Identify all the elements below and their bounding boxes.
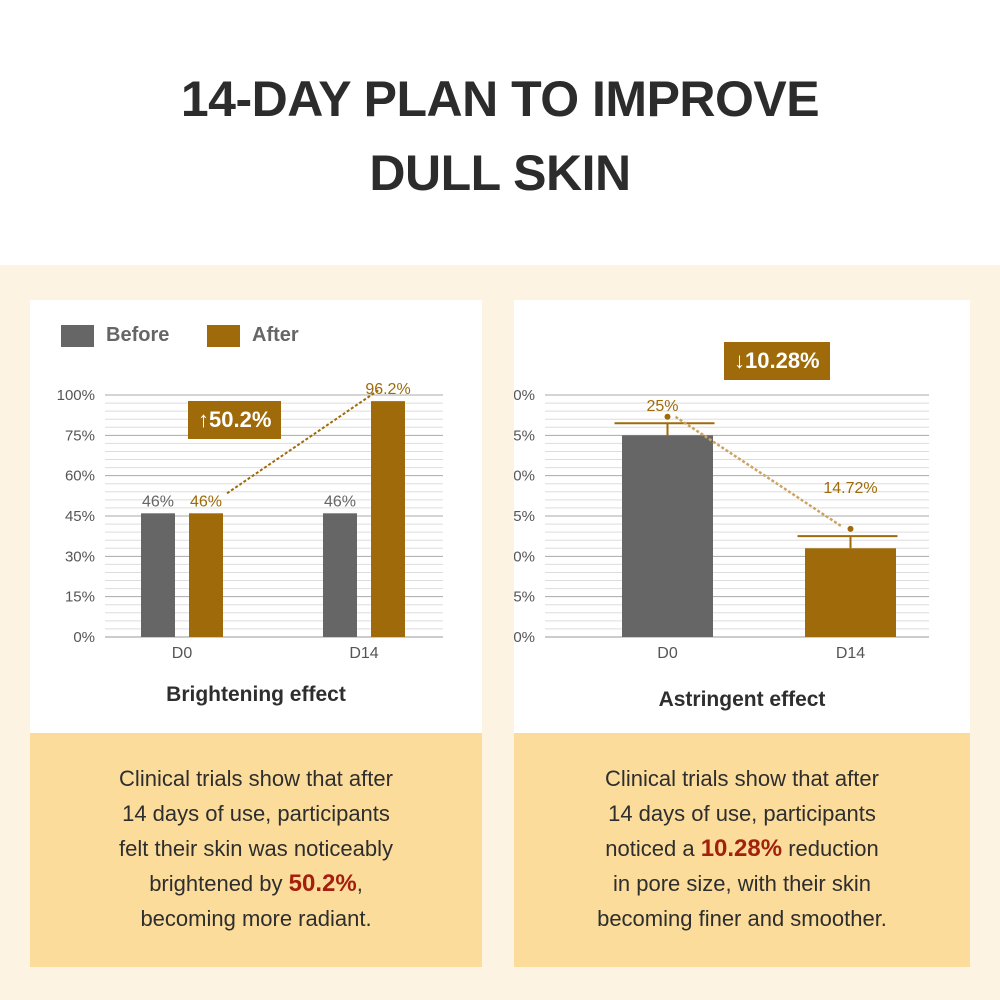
brightening-card: Before After 100% 75% 60% 45% 30% 15% 0% 46% 46%… (30, 300, 482, 967)
legend-before: Before (61, 324, 169, 347)
bar-before-d0 (141, 513, 175, 637)
legend-after: After (207, 324, 299, 347)
page-title: 14-DAY PLAN TO IMPROVE DULL SKIN (0, 62, 1000, 210)
trend-line (674, 415, 844, 528)
data-label: 14.72% (823, 480, 877, 497)
data-label: 96.2% (365, 381, 410, 398)
legend-swatch-before (61, 324, 94, 347)
bar-after-d0 (189, 513, 223, 637)
y-tick-label: 10% (514, 548, 535, 565)
legend-label: Before (106, 324, 170, 346)
title-line-1: 14-DAY PLAN TO IMPROVE (180, 71, 820, 127)
y-tick-label: 0% (73, 629, 95, 646)
brightening-chart: 100% 75% 60% 45% 30% 15% 0% 46% 46% 46% 96.2% D0 D14 (57, 381, 443, 662)
y-tick-label: 20% (514, 468, 535, 485)
desc-text: noticed a (605, 836, 701, 861)
legend-label: After (252, 324, 299, 346)
x-tick-label: D14 (349, 645, 378, 662)
astringent-card: 30% 25% 20% 15% 10% 5% 0% 25% 14.72% D0 D14 ↓10.28… (514, 300, 970, 967)
y-tick-label: 15% (65, 589, 95, 606)
x-tick-label: D14 (836, 645, 865, 662)
desc-line: 14 days of use, participants (122, 801, 390, 826)
y-tick-label: 60% (65, 468, 95, 485)
x-tick-label: D0 (172, 645, 193, 662)
bar-d14 (805, 548, 896, 637)
desc-line: becoming more radiant. (140, 906, 372, 931)
y-tick-label: 5% (514, 589, 535, 606)
desc-line: Clinical trials show that after (605, 766, 879, 791)
desc-text: reduction (782, 836, 879, 861)
desc-line: in pore size, with their skin (613, 871, 871, 896)
marker-dot (847, 525, 854, 532)
data-label: 46% (190, 493, 222, 510)
increase-badge: ↑50.2% (188, 401, 282, 439)
description-panel: Clinical trials show that after 14 days … (514, 733, 970, 967)
decrease-badge: ↓10.28% (724, 342, 830, 380)
desc-line: noticed a 10.28% reduction (514, 831, 970, 866)
highlight-value: 50.2% (288, 870, 357, 897)
y-tick-label: 15% (514, 508, 535, 525)
data-label: 46% (142, 493, 174, 510)
header-area (0, 0, 1000, 265)
bar-before-d14 (323, 513, 357, 637)
title-line-2: DULL SKIN (369, 145, 631, 201)
y-tick-label: 45% (65, 508, 95, 525)
x-tick-label: D0 (657, 645, 678, 662)
desc-line: brightened by 50.2%, (30, 866, 482, 901)
y-tick-label: 75% (65, 427, 95, 444)
desc-line: Clinical trials show that after (119, 766, 393, 791)
desc-line: becoming finer and smoother. (597, 906, 887, 931)
bar-d0 (622, 435, 713, 637)
desc-line: felt their skin was noticeably (119, 836, 393, 861)
y-tick-label: 30% (514, 387, 535, 404)
y-tick-label: 0% (514, 629, 535, 646)
desc-line: 14 days of use, participants (608, 801, 876, 826)
highlight-value: 10.28% (700, 835, 783, 862)
description-panel: Clinical trials show that after 14 days … (30, 733, 482, 967)
data-label: 25% (646, 398, 678, 415)
trend-line (226, 388, 381, 495)
marker-dot (664, 413, 671, 420)
legend-swatch-after (207, 324, 240, 347)
astringent-chart: 30% 25% 20% 15% 10% 5% 0% 25% 14.72% D0 D14 (514, 387, 929, 662)
desc-text: brightened by (149, 871, 289, 896)
chart-title: Brightening effect (166, 683, 346, 706)
y-tick-label: 100% (57, 387, 95, 404)
y-tick-label: 30% (65, 548, 95, 565)
y-tick-label: 25% (514, 427, 535, 444)
bar-after-d14 (371, 401, 405, 637)
desc-text: , (356, 871, 363, 896)
chart-title: Astringent effect (658, 688, 826, 711)
data-label: 46% (324, 493, 356, 510)
